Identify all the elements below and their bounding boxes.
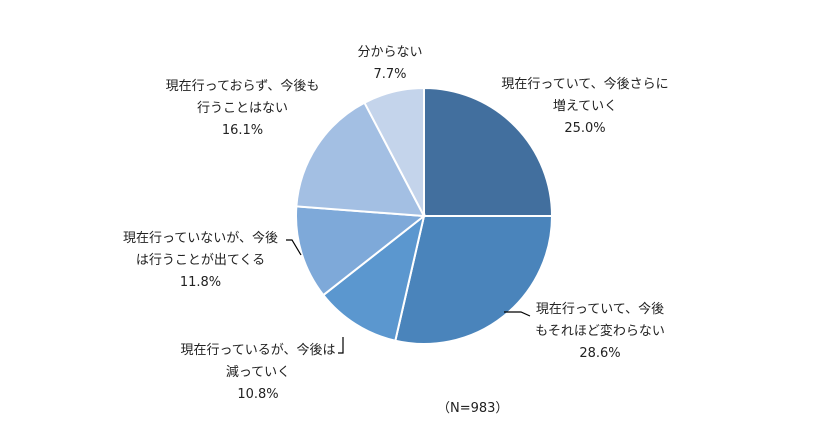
slice-label-unknown-line1: 分からない xyxy=(357,45,423,60)
pie-slice-decrease xyxy=(321,213,426,342)
slice-label-decrease-line1: 現在行っているが、今後は xyxy=(180,343,336,358)
slice-value-unknown: 7.7% xyxy=(373,67,407,82)
slice-label-unchanged-line2: もそれほど変わらない xyxy=(535,324,665,339)
slice-value-increase: 25.0% xyxy=(564,121,606,136)
slice-label-increase-line1: 現在行っていて、今後さらに xyxy=(501,77,669,92)
slice-label-never-line1: 現在行っておらず、今後も xyxy=(165,79,320,94)
leader-line-start xyxy=(286,239,302,256)
pie-slice-never xyxy=(295,101,426,218)
pie-slice-unchanged xyxy=(394,215,554,345)
slice-label-increase-line2: 増えていく xyxy=(552,99,618,114)
slice-value-unchanged: 28.6% xyxy=(579,346,621,361)
slice-label-start-line1: 現在行っていないが、今後 xyxy=(122,231,279,246)
leader-line-unchanged xyxy=(504,311,531,317)
pie-slice-unknown xyxy=(363,86,425,217)
slice-label-decrease: 現在行っているが、今後は 減っていく 10.8% xyxy=(178,340,338,406)
slice-label-never-line2: 行うことはない xyxy=(196,101,288,116)
sample-size-note: （N=983） xyxy=(437,401,509,416)
slice-label-never: 現在行っておらず、今後も 行うことはない 16.1% xyxy=(160,76,325,142)
leader-line-decrease xyxy=(338,337,344,354)
slice-label-unchanged: 現在行っていて、今後 もそれほど変わらない 28.6% xyxy=(525,299,675,365)
pie-slice-increase xyxy=(423,86,554,217)
slice-label-start: 現在行っていないが、今後 は行うことが出てくる 11.8% xyxy=(118,228,283,294)
slice-value-decrease: 10.8% xyxy=(237,387,279,402)
slice-label-unknown: 分からない 7.7% xyxy=(340,42,440,86)
slice-label-decrease-line2: 減っていく xyxy=(225,365,291,380)
slice-label-unchanged-line1: 現在行っていて、今後 xyxy=(535,302,665,317)
slice-label-start-line2: は行うことが出てくる xyxy=(135,253,266,268)
pie-slice-start xyxy=(295,205,427,297)
slice-value-start: 11.8% xyxy=(179,275,222,290)
slice-label-increase: 現在行っていて、今後さらに 増えていく 25.0% xyxy=(500,74,670,140)
slice-value-never: 16.1% xyxy=(221,123,264,138)
